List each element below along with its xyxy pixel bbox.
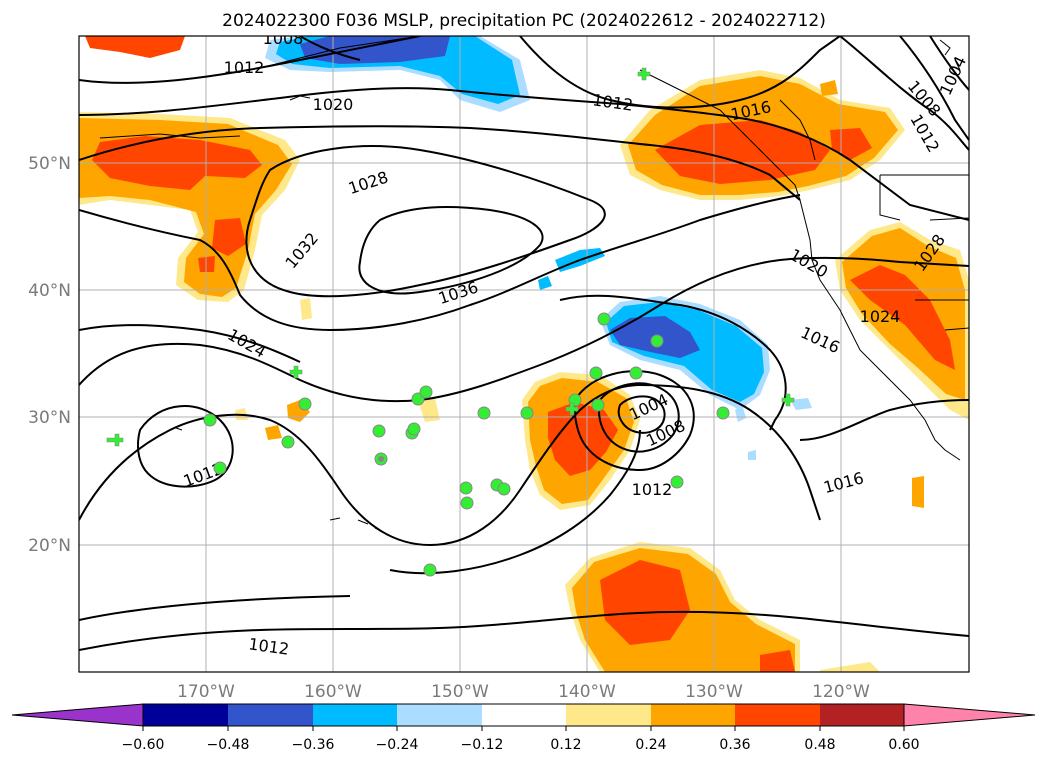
map-area: 1008 1012 1020 1012 1016 1008 1004 1012 … (79, 29, 969, 672)
colorbar-segment (228, 704, 313, 726)
station-marker (298, 397, 312, 411)
coastlines (99, 36, 969, 531)
isobar-contours (79, 36, 969, 651)
station-marker (423, 563, 437, 577)
precip-region-west-coast-inner (850, 265, 955, 370)
precip-neg-north-inner (300, 36, 450, 64)
station-marker (650, 334, 664, 348)
precip-neg-speck-4 (748, 450, 756, 460)
precip-speck-4 (265, 425, 282, 440)
isobar-label: 1020 (313, 95, 354, 114)
lon-tick-label: 140°W (558, 682, 616, 702)
lat-tick-label: 50°N (28, 154, 71, 174)
colorbar-segment (735, 704, 820, 726)
colorbar-extend-low (11, 703, 144, 727)
precip-neg-speck-2 (538, 276, 552, 290)
lon-tick-label: 160°W (304, 682, 362, 702)
precip-speck-8 (820, 80, 838, 96)
lon-tick-label: 120°W (812, 682, 870, 702)
colorbar-segment (482, 704, 566, 726)
station-plus-marker (289, 365, 303, 379)
colorbar-extend-high (903, 703, 1036, 727)
precip-region-south-inner (600, 560, 690, 645)
lon-tick-label: 150°W (431, 682, 489, 702)
station-marker (407, 422, 421, 436)
colorbar-tick-label: 0.60 (888, 737, 919, 753)
colorbar-tick-label: −0.12 (461, 737, 504, 753)
colorbar-segment (313, 704, 397, 726)
station-marker (597, 312, 611, 326)
station-marker (589, 366, 603, 380)
isobar-label: 1012 (224, 58, 265, 77)
station-plus-marker (781, 393, 795, 407)
lon-tick-label: 170°W (177, 682, 235, 702)
station-marker (281, 435, 295, 449)
station-marker (419, 385, 433, 399)
precip-region-south-inner-2 (760, 650, 795, 672)
station-marker (716, 406, 730, 420)
colorbar-tick-label: 0.24 (635, 737, 666, 753)
isobar-label: 1008 (263, 29, 304, 48)
station-marker (477, 406, 491, 420)
precip-region-northwest-inner-2 (212, 218, 246, 256)
station-marker (213, 461, 227, 475)
colorbar-tick-label: −0.36 (292, 737, 335, 753)
precip-speck-2 (300, 298, 312, 320)
station-plus-marker (565, 402, 579, 416)
station-marker (497, 482, 511, 496)
precip-speck-7 (820, 662, 880, 672)
station-marker (591, 398, 605, 412)
station-marker (459, 481, 473, 495)
lon-tick-label: 130°W (685, 682, 743, 702)
station-marker (460, 496, 474, 510)
station-marker (629, 366, 643, 380)
map-frame (78, 35, 970, 673)
isobar-label: 1024 (860, 307, 901, 326)
colorbar-tick-label: 0.36 (719, 737, 750, 753)
longitude-ticks: 170°W 160°W 150°W 140°W 130°W 120°W (177, 682, 870, 702)
station-marker (203, 413, 217, 427)
lat-tick-label: 40°N (28, 281, 71, 301)
station-marker (520, 406, 534, 420)
map-title: 2024022300 F036 MSLP, precipitation PC (… (222, 11, 826, 31)
lat-tick-label: 30°N (28, 408, 71, 428)
isobar-label: 1012 (632, 480, 673, 499)
colorbar-segment (143, 704, 228, 726)
precip-speck-5 (418, 398, 440, 422)
precip-speck-6 (912, 476, 924, 508)
station-plus-marker (106, 433, 124, 447)
colorbar-segment (566, 704, 651, 726)
colorbar: −0.60 −0.48 −0.36 −0.24 −0.12 0.12 0.24 … (11, 703, 1036, 753)
colorbar-segment (820, 704, 904, 726)
latitude-ticks: 50°N 40°N 30°N 20°N (28, 154, 71, 556)
station-markers (106, 67, 795, 577)
station-marker (378, 456, 384, 462)
station-marker (372, 424, 386, 438)
colorbar-tick-label: −0.48 (207, 737, 250, 753)
precip-region-northeast-inner (655, 120, 830, 184)
colorbar-segment (651, 704, 735, 726)
colorbar-segment (397, 704, 482, 726)
colorbar-tick-label: −0.24 (376, 737, 419, 753)
colorbar-tick-label: 0.48 (804, 737, 835, 753)
precip-region-top-left (85, 36, 185, 58)
precip-neg-speck-5 (790, 398, 812, 410)
colorbar-tick-label: 0.12 (550, 737, 581, 753)
lat-tick-label: 20°N (28, 536, 71, 556)
station-marker (670, 475, 684, 489)
map-gridlines (79, 36, 969, 672)
station-plus-marker (637, 67, 651, 81)
colorbar-tick-label: −0.60 (122, 737, 165, 753)
